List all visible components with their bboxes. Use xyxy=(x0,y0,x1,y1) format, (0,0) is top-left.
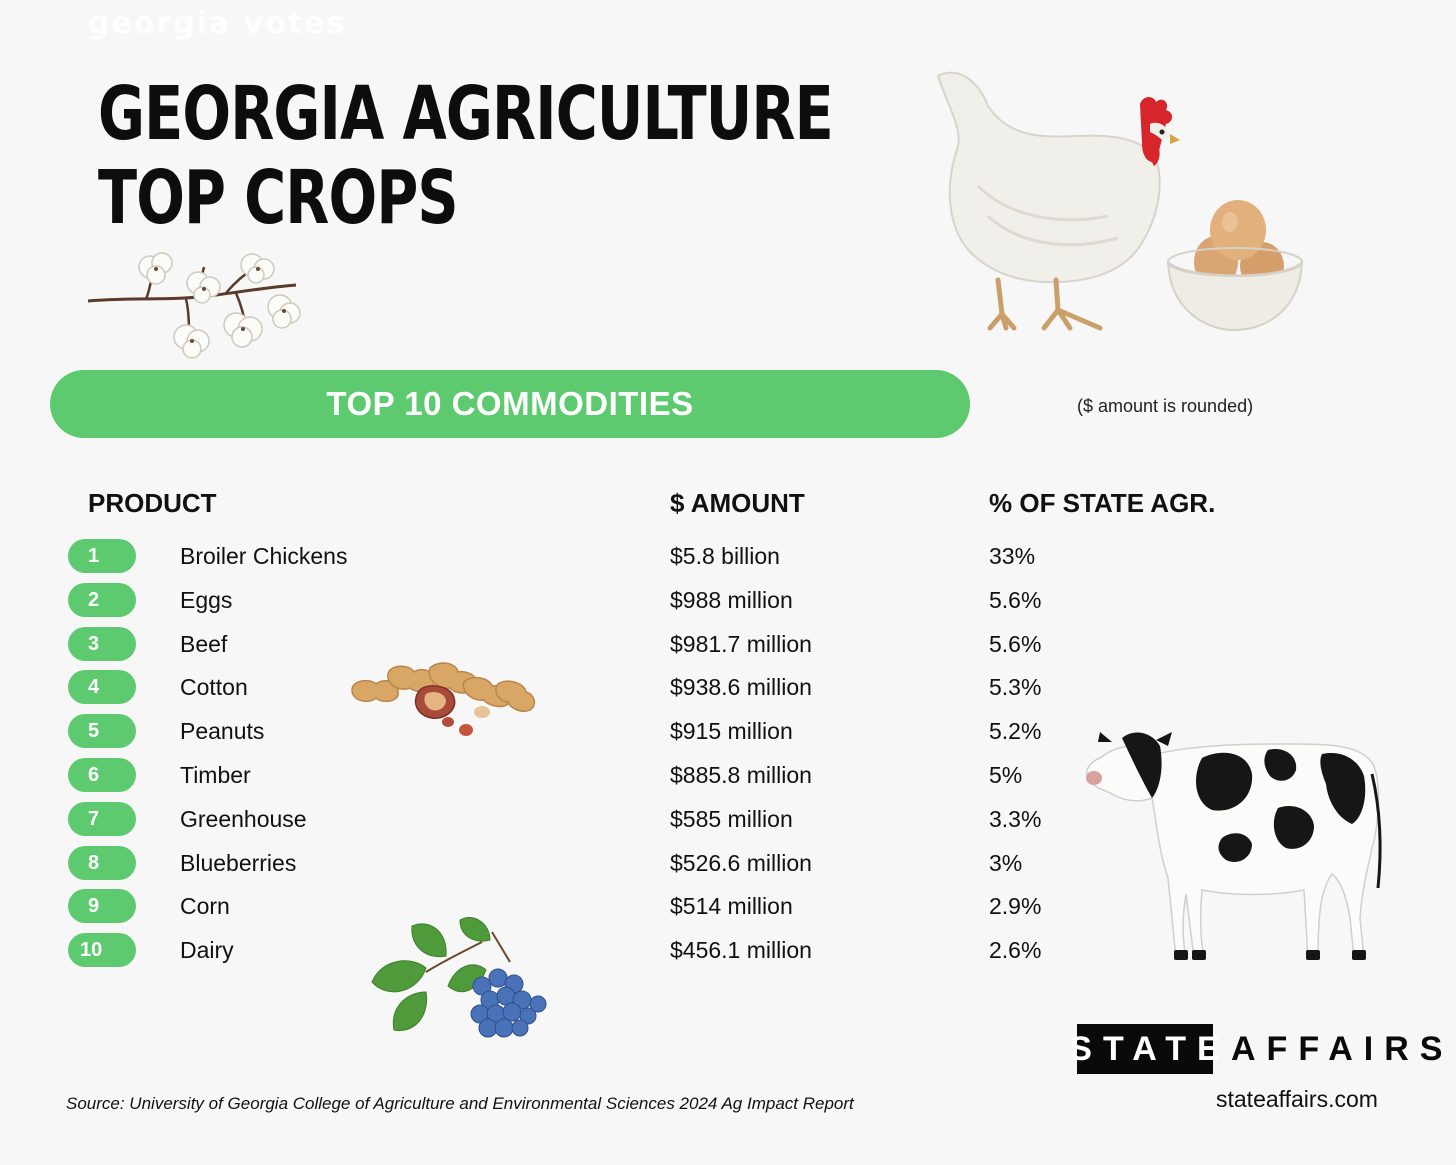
table-row: 1 Broiler Chickens $5.8 billion 33% xyxy=(0,539,1456,583)
rank-badge: 6 xyxy=(68,758,136,792)
product-name: Blueberries xyxy=(180,849,297,876)
amount-value: $526.6 million xyxy=(670,849,812,876)
logo-text: AFFAIRS xyxy=(1231,1029,1454,1068)
top-commodities-banner: TOP 10 COMMODITIES xyxy=(50,370,970,438)
amount-value: $585 million xyxy=(670,805,793,832)
share-value: 5.3% xyxy=(989,674,1042,701)
column-header-product: PRODUCT xyxy=(88,488,217,518)
product-name: Beef xyxy=(180,630,228,657)
table-row: 9 Corn $514 million 2.9% xyxy=(0,889,1456,933)
amount-value: $514 million xyxy=(670,893,793,920)
rank-badge: 4 xyxy=(68,670,136,705)
column-header-amount: $ AMOUNT xyxy=(670,488,805,518)
egg-bowl-icon xyxy=(1166,200,1304,332)
cow-icon xyxy=(1086,732,1382,960)
share-value: 5% xyxy=(989,762,1023,788)
product-name: Cotton xyxy=(180,674,248,701)
share-value: 5.6% xyxy=(989,630,1042,657)
rank-badge: 1 xyxy=(68,539,136,573)
rank-badge: 7 xyxy=(68,801,136,836)
amount-value: $456.1 million xyxy=(670,937,812,964)
amount-value: $5.8 billion xyxy=(670,543,780,569)
amount-value: $915 million xyxy=(670,718,793,745)
blueberries-icon xyxy=(371,917,547,1038)
table-row: 8 Blueberries $526.6 million 3% xyxy=(0,845,1456,890)
share-value: 33% xyxy=(989,543,1036,569)
share-value: 5.6% xyxy=(989,586,1042,613)
product-name: Peanuts xyxy=(180,718,265,745)
amount-value: $988 million xyxy=(670,586,793,613)
table-row: 2 Eggs $988 million 5.6% xyxy=(0,582,1456,627)
amount-value: $981.7 million xyxy=(670,630,812,657)
product-name: Timber xyxy=(180,762,251,788)
rank-badge: 2 xyxy=(68,582,136,617)
source-citation: Source: University of Georgia College of… xyxy=(66,1094,854,1113)
state-affairs-logo: STATE AFFAIRS xyxy=(1069,1024,1454,1074)
product-name: Dairy xyxy=(180,937,234,964)
peanuts-icon xyxy=(351,662,536,736)
share-value: 2.9% xyxy=(989,893,1042,920)
product-name: Corn xyxy=(180,893,230,920)
product-name: Eggs xyxy=(180,586,233,613)
share-value: 3% xyxy=(989,849,1023,876)
table-row: 5 Peanuts $915 million 5.2% xyxy=(0,714,1456,758)
amount-value: $885.8 million xyxy=(670,762,812,788)
watermark-logo: georgia votes xyxy=(88,6,347,41)
rank-badge: 10 xyxy=(68,933,136,968)
table-row: 10 Dairy $456.1 million 2.6% xyxy=(0,933,1456,977)
product-name: Greenhouse xyxy=(180,805,307,832)
product-name: Broiler Chickens xyxy=(180,543,348,569)
share-value: 3.3% xyxy=(989,805,1042,832)
amount-value: $938.6 million xyxy=(670,674,812,701)
title-line-2: TOP CROPS xyxy=(98,155,459,241)
column-header-share: % OF STATE AGR. xyxy=(989,488,1216,518)
table-row: 3 Beef $981.7 million 5.6% xyxy=(0,626,1456,671)
share-value: 2.6% xyxy=(989,937,1042,964)
cotton-branch-icon xyxy=(87,252,301,359)
share-value: 5.2% xyxy=(989,718,1042,745)
table-row: 7 Greenhouse $585 million 3.3% xyxy=(0,801,1456,846)
rank-badge: 5 xyxy=(68,714,136,749)
chicken-icon xyxy=(936,71,1180,331)
title-line-1: GEORGIA AGRICULTURE xyxy=(98,71,834,157)
logo-box: STATE xyxy=(1069,1024,1220,1074)
table-row: 4 Cotton $938.6 million 5.3% xyxy=(0,670,1456,714)
banner-label: TOP 10 COMMODITIES xyxy=(326,385,694,422)
rank-badge: 9 xyxy=(68,889,136,924)
rounding-note: ($ amount is rounded) xyxy=(1077,396,1254,416)
page-title: GEORGIA AGRICULTURE TOP CROPS xyxy=(98,71,834,241)
table-row: 6 Timber $885.8 million 5% xyxy=(0,758,1456,802)
rank-badge: 3 xyxy=(68,626,136,661)
rank-badge: 8 xyxy=(68,845,136,880)
website-url: stateaffairs.com xyxy=(1216,1086,1378,1112)
